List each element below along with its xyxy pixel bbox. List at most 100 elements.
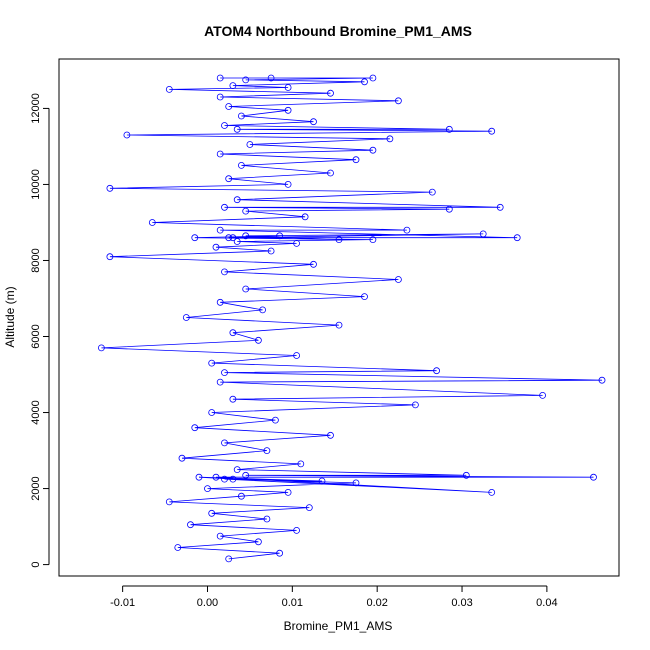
data-point (182, 314, 190, 321)
data-point (191, 424, 199, 432)
data-point (352, 479, 360, 487)
data-point (276, 232, 284, 240)
data-point (237, 112, 245, 120)
x-tick-label: 0.00 (197, 597, 218, 609)
data-point (598, 376, 606, 384)
data-point (513, 234, 521, 242)
data-point (335, 321, 343, 329)
data-point (229, 329, 237, 337)
data-point (216, 74, 224, 82)
y-tick-label: 0 (30, 562, 42, 568)
data-point (216, 226, 224, 234)
data-point (165, 86, 173, 93)
data-point (386, 135, 394, 143)
data-point (106, 184, 114, 192)
data-point (225, 234, 233, 242)
y-tick-label: 6000 (30, 324, 42, 348)
data-point (148, 219, 156, 226)
data-point (123, 131, 131, 139)
data-point (271, 416, 279, 424)
data-point (191, 234, 199, 242)
data-point (276, 549, 284, 557)
data-point (187, 521, 194, 529)
data-point (212, 243, 220, 251)
data-point (284, 488, 292, 496)
data-point (462, 471, 470, 479)
plot-frame (58, 58, 620, 577)
data-point (204, 485, 211, 493)
data-point (233, 196, 241, 204)
data-point (106, 253, 114, 261)
data-point (216, 532, 224, 540)
data-point (208, 359, 216, 367)
data-point (259, 306, 267, 314)
data-point (221, 439, 228, 447)
x-axis-label: Bromine_PM1_AMS (284, 619, 393, 633)
data-point (233, 238, 241, 245)
data-point (216, 150, 224, 158)
series-line (101, 77, 603, 560)
x-tick-label: -0.01 (110, 597, 135, 609)
data-point (433, 367, 441, 375)
y-tick-label: 8000 (30, 248, 42, 272)
data-point (411, 401, 419, 409)
data-point (488, 127, 496, 135)
data-point (301, 213, 309, 221)
data-point (216, 93, 224, 101)
data-point (229, 82, 237, 89)
data-point (208, 409, 216, 416)
data-point (174, 544, 182, 551)
data-point (394, 276, 402, 283)
data-point (369, 146, 377, 154)
data-point (539, 391, 546, 399)
y-tick-label: 2000 (30, 476, 42, 500)
data-point (327, 169, 334, 177)
data-layer (98, 74, 606, 563)
data-point (590, 473, 597, 481)
data-point (233, 466, 241, 474)
data-point (310, 118, 317, 126)
data-point (216, 298, 224, 306)
data-point (242, 285, 250, 293)
data-point (297, 460, 305, 468)
data-point (237, 492, 245, 500)
data-point (221, 475, 228, 483)
data-point (263, 515, 271, 523)
x-axis: -0.01 0.00 0.01 0.02 0.03 0.04 (110, 585, 558, 609)
data-point (394, 97, 402, 105)
data-point (221, 122, 228, 129)
data-point (237, 161, 245, 169)
x-tick-label: 0.02 (366, 597, 387, 609)
data-point (361, 293, 368, 301)
data-point (293, 527, 301, 534)
data-point (445, 205, 453, 213)
data-point (254, 336, 262, 344)
data-point (221, 268, 228, 276)
x-tick-label: 0.01 (282, 597, 303, 609)
data-point (165, 498, 173, 506)
data-point (361, 78, 368, 86)
data-point (98, 344, 105, 352)
data-point (479, 230, 487, 238)
data-point (263, 447, 271, 455)
data-point (221, 203, 228, 211)
data-point (229, 395, 237, 403)
data-point (293, 352, 301, 359)
data-point (208, 509, 216, 517)
data-point (369, 74, 377, 82)
y-axis: 0 2000 4000 6000 8000 10000 12000 (30, 93, 50, 568)
y-tick-label: 12000 (30, 93, 42, 124)
data-point (327, 431, 334, 439)
data-point (445, 125, 453, 133)
data-point (254, 538, 262, 546)
data-point (496, 203, 504, 211)
data-point (335, 236, 343, 244)
data-point (284, 106, 292, 114)
data-point (225, 175, 233, 183)
data-point (225, 555, 233, 563)
data-point (488, 488, 496, 496)
chart-title: ATOM4 Northbound Bromine_PM1_AMS (204, 23, 472, 39)
x-tick-label: 0.03 (451, 597, 472, 609)
data-point (221, 369, 228, 377)
data-point (242, 207, 250, 215)
